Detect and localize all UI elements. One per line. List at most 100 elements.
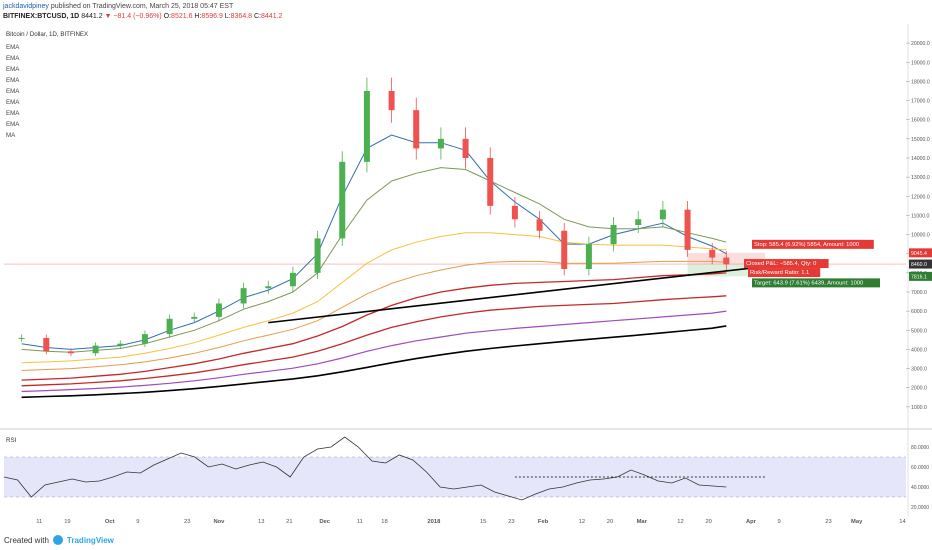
x-tick-label: 23 [508,519,514,525]
open-value: 8521.6 [171,13,193,20]
low-label: L: [224,13,231,20]
publish-info: jackdavidpiney published on TradingView.… [3,2,233,11]
published-text: published on TradingView.com, March 25, … [50,3,234,10]
legend-entry: EMA [6,77,20,84]
closed-pl-label-text: Closed P&L: −585.4, Qty: 0 [746,261,816,267]
created-with-text: Created with [4,535,49,545]
rr-label-bg [748,268,821,278]
candle-body [141,334,148,344]
open-label: O: [163,13,172,20]
candle-body [314,238,321,273]
x-tick-label: 23 [184,519,190,525]
x-tick-label: Nov [213,519,225,525]
y-tick-label: 19000.0 [911,60,930,66]
legend-entry: EMA [6,99,20,106]
x-tick-label: 15 [480,519,486,525]
x-tick-label: Dec [319,519,330,525]
footer: Created with TradingView [0,530,932,550]
closed-pl-label: Closed P&L: −585.4, Qty: 0 [744,259,829,269]
y-tick-label: 3000.0 [911,367,927,373]
legend-entry: EMA [6,44,20,51]
x-tick-label: 21 [286,519,292,525]
symbol-name: BITFINEX:BTCUSD, 1D [3,13,80,20]
stop-label-bg [752,239,874,249]
y-tick-label: 11000.0 [911,213,929,219]
x-tick-label: Mar [637,519,648,525]
rsi-line [3,436,727,501]
candle-body [511,205,518,220]
ema-series-line [21,325,727,399]
legend-entry: EMA [6,88,20,95]
x-tick-label: 18 [381,519,387,525]
high-value: 8596.9 [201,13,223,20]
y-tick-label: 2000.0 [911,386,927,392]
x-tick-label: 20 [705,519,711,525]
stop-price-tag [909,248,932,258]
x-tick-label: 9 [136,519,139,525]
chart-title: Bitcoin / Dollar, 1D, BITFINEX [6,31,88,38]
candle-body [215,303,222,317]
last-price-tag [909,259,932,269]
close-label: C: [254,13,262,20]
candle-body [659,209,666,220]
x-tick-label: 2018 [427,519,441,525]
x-tick-label: Apr [746,519,757,525]
candle-body [413,110,420,149]
candle-body [191,316,198,319]
candle-body [339,161,346,239]
rsi-band [4,457,906,497]
target-price-tag [909,271,932,281]
author-link[interactable]: jackdavidpiney [3,3,49,10]
y-tick-label: 17000.0 [911,99,930,105]
x-tick-label: 14 [899,519,906,525]
trendline [268,260,811,324]
y-tick-label: 20000.0 [911,41,930,47]
rsi-y-tick-label: 60.0000 [911,465,929,471]
y-tick-label: 10000.0 [911,233,930,239]
price-change: ▼ −81.4 (−0.96%) [104,13,162,20]
tradingview-brand[interactable]: TradingView [66,535,114,545]
y-tick-label: 14000.0 [911,156,930,162]
stop-price-tag-text: 9045.4 [911,251,927,257]
chart-area[interactable]: 1000.0 2000.0 3000.0 4000.0 5000.0 6000.0 7000… [0,0,932,530]
ema-series-line [21,260,727,371]
x-tick-label: 11 [36,519,42,525]
rr-label-text: Risk/Reward Ratio: 1.1 [750,270,809,276]
high-label: H: [194,13,202,20]
y-tick-label: 16000.0 [911,118,930,124]
rsi-y-tick-label: 80.0000 [911,445,929,451]
target-label: Target: 643.9 (7.61%) 6439, Amount: 1000 [752,278,880,288]
candle-body [18,337,25,339]
x-tick-label: May [851,519,863,525]
rr-label: Risk/Reward Ratio: 1.1 [748,268,821,278]
x-tick-label: Feb [538,519,549,525]
candle-body [561,230,568,270]
candle-body [635,219,642,225]
x-tick-label: 20 [607,519,613,525]
legend-entry: EMA [6,110,20,117]
y-tick-label: 15000.0 [911,137,930,143]
candle-body [585,244,592,270]
candle-body [709,249,716,258]
x-tick-label: 19 [64,519,70,525]
y-tick-label: 1000.0 [911,405,927,411]
y-tick-label: 4000.0 [911,347,927,353]
price-pane [0,24,932,426]
legend-entry: EMA [6,66,20,73]
target-price-tag-text: 7816.1 [911,274,927,280]
x-tick-label: 12 [579,519,585,525]
ema-series-line [21,310,727,393]
candle-body [289,272,296,287]
last-price-tag-text: 8460.0 [911,262,927,268]
x-tick-label: 13 [258,519,264,525]
x-tick-label: 12 [677,519,683,525]
tradingview-logo-icon [52,535,63,545]
ema-series-line [21,295,727,387]
ema-series-line [21,232,727,364]
stop-label: Stop: 585.4 (6.92%) 5854, Amount: 1000 [752,239,874,249]
candle-body [92,345,99,354]
y-tick-label: 13000.0 [911,175,930,181]
candle-body [388,91,395,111]
rsi-title: RSI [6,437,17,444]
candle-body [723,257,730,265]
